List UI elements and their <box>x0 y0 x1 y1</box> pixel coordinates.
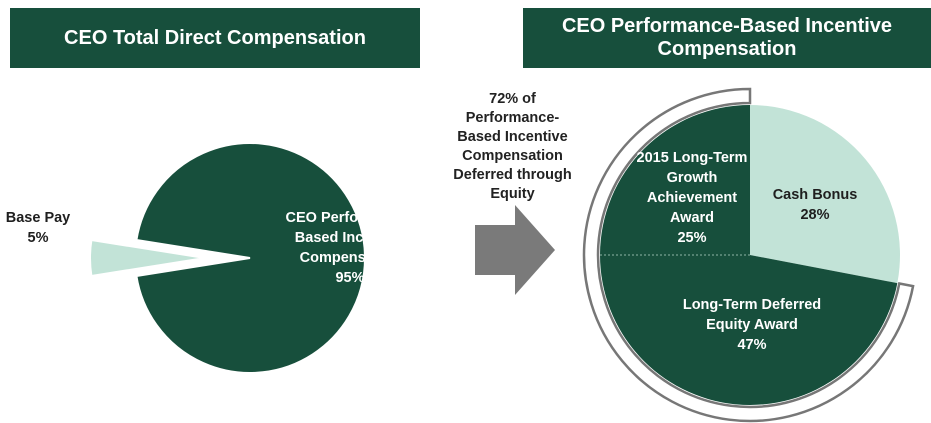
pie-slice <box>750 105 900 284</box>
annotation-line: Compensation <box>462 148 563 164</box>
pie-slice <box>135 142 366 374</box>
annotation-line: Performance- <box>465 110 560 126</box>
slice-label: Base Pay 5% <box>0 208 83 248</box>
annotation-line: Equity <box>490 186 535 202</box>
slice-category: Long-Term Deferred Equity Award <box>682 297 822 333</box>
slice-value: 95% <box>335 270 365 286</box>
slice-label: 2015 Long-Term Growth Achievement Award 2… <box>627 148 757 248</box>
pie-slice <box>600 105 750 255</box>
slice-value: 28% <box>800 207 830 223</box>
annotation-line: Based Incentive <box>457 129 568 145</box>
slice-category: Cash Bonus <box>772 187 858 203</box>
slice-category: Base Pay <box>5 210 71 226</box>
pie-slice <box>600 255 898 406</box>
chart-title: CEO Performance-Based Incentive Compensa… <box>523 8 931 68</box>
slice-label: Long-Term Deferred Equity Award 47% <box>682 295 822 355</box>
slice-category: 2015 Long-Term Growth Achievement Award <box>636 150 748 226</box>
highlight-ring <box>582 87 915 423</box>
slice-value: 25% <box>677 230 707 246</box>
pie-slice <box>89 238 206 278</box>
slice-label: CEO Performance-Based Incentive Compensa… <box>265 208 435 288</box>
annotation-line: Deferred through <box>453 167 572 183</box>
chart-title: CEO Total Direct Compensation <box>10 8 420 68</box>
annotation-line: 72% of <box>489 91 536 107</box>
slice-category: CEO Performance-Based Incentive Compensa… <box>285 210 415 266</box>
slice-label: Cash Bonus 28% <box>770 185 860 225</box>
arrow <box>475 205 555 295</box>
annotation: 72% of Performance- Based Incentive Compens… <box>440 90 585 204</box>
slice-value: 47% <box>737 337 767 353</box>
slice-value: 5% <box>27 230 49 246</box>
